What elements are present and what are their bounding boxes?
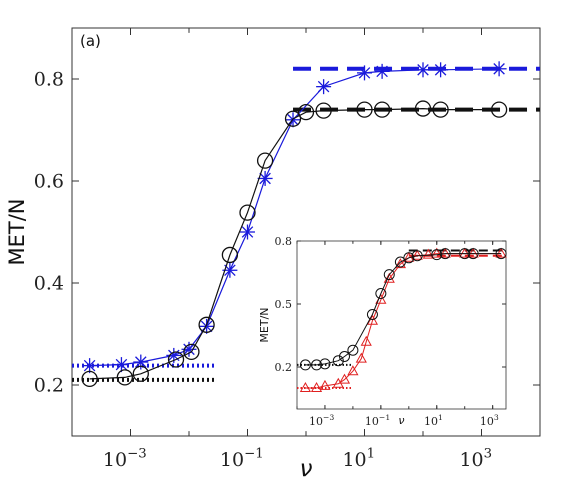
- main-point-circle: [116, 369, 133, 386]
- main-point-circle: [198, 316, 215, 333]
- inset-point-circle: [332, 355, 344, 367]
- main-y-axis-label: MET/N: [5, 199, 29, 266]
- main-point-asterisk: [199, 318, 215, 334]
- inset-point-triangle: [310, 381, 323, 392]
- main-xtick-label: 10−1: [220, 446, 264, 471]
- main-point-circle: [373, 101, 391, 118]
- main-point-asterisk: [491, 61, 507, 77]
- inset-point-circle: [439, 248, 451, 260]
- main-x-axis-label: ν: [300, 456, 313, 482]
- inset-point-triangle: [431, 247, 443, 258]
- inset-point-triangle: [360, 335, 372, 346]
- inset-point-triangle: [495, 247, 507, 258]
- inset-point-circle: [347, 344, 359, 356]
- inset-point-circle: [319, 358, 331, 370]
- inset-point-triangle: [366, 314, 379, 325]
- inset-point-circle: [431, 249, 443, 261]
- main-point-asterisk: [433, 62, 449, 78]
- main-point-asterisk: [82, 358, 98, 374]
- main-ytick-label: 0.8: [34, 69, 64, 91]
- inset-point-circle: [311, 359, 323, 371]
- inset-xtick-label: 101: [424, 413, 443, 428]
- main-ytick-label: 0.2: [34, 375, 64, 397]
- main-ytick-label: 0.4: [34, 273, 64, 295]
- main-point-circle: [297, 104, 315, 121]
- inset-ytick-label: 0.8: [275, 235, 293, 248]
- inset-point-triangle: [338, 373, 351, 384]
- inset-point-circle: [495, 248, 507, 260]
- inset-x-axis-label: ν: [398, 414, 404, 427]
- main-point-asterisk: [240, 224, 255, 240]
- inset-panel: 0.2 0.5 0.8 10−3 10−1 101 103 ν MET/N: [258, 235, 507, 428]
- main-point-circle: [356, 101, 373, 118]
- main-point-circle: [490, 101, 508, 118]
- inset-ytick-label: 0.5: [275, 298, 293, 311]
- main-point-circle: [284, 110, 302, 127]
- inset-point-triangle: [439, 247, 451, 258]
- main-xtick-label: 103: [459, 446, 492, 471]
- main-panel-label: (a): [80, 32, 101, 50]
- main-point-asterisk: [357, 65, 372, 81]
- main-point-asterisk: [113, 357, 129, 373]
- inset-point-triangle: [355, 352, 367, 363]
- main-point-circle: [132, 365, 149, 382]
- main-ytick-label: 0.6: [34, 171, 64, 193]
- main-point-circle: [432, 101, 449, 118]
- inset-point-circle: [411, 250, 423, 262]
- main-point-circle: [221, 246, 239, 264]
- inset-axes-frame: [296, 240, 507, 410]
- inset-point-circle: [299, 359, 311, 371]
- main-point-circle: [167, 351, 185, 368]
- main-xtick-label: 10−3: [103, 446, 147, 471]
- inset-point-circle: [459, 248, 471, 260]
- main-point-circle: [256, 152, 274, 169]
- main-point-circle: [414, 100, 432, 117]
- inset-xtick-label: 103: [480, 413, 499, 428]
- inset-point-triangle: [347, 365, 359, 376]
- main-point-asterisk: [415, 62, 431, 78]
- inset-point-circle: [383, 269, 395, 281]
- main-point-asterisk: [257, 170, 273, 186]
- main-point-asterisk: [316, 79, 332, 95]
- main-xtick-label: 101: [342, 446, 375, 471]
- inset-point-triangle: [459, 247, 471, 258]
- inset-point-triangle: [467, 247, 479, 258]
- inset-point-triangle: [299, 381, 312, 392]
- main-point-circle: [239, 204, 256, 221]
- main-series-line-0: [89, 68, 500, 367]
- main-point-asterisk: [133, 354, 149, 370]
- inset-point-circle: [467, 248, 479, 260]
- main-point-circle: [183, 343, 200, 361]
- inset-point-triangle: [383, 272, 395, 283]
- inset-point-circle: [375, 288, 387, 299]
- main-point-circle: [315, 102, 332, 119]
- inset-y-axis-label: MET/N: [258, 307, 271, 342]
- inset-point-circle: [403, 252, 415, 264]
- inset-xtick-label: 10−3: [309, 413, 334, 428]
- main-point-asterisk: [374, 63, 390, 79]
- inset-point-triangle: [411, 249, 423, 260]
- inset-point-triangle: [422, 248, 434, 259]
- inset-point-triangle: [319, 379, 331, 390]
- inset-ytick-label: 0.2: [275, 361, 293, 374]
- main-point-circle: [81, 370, 98, 388]
- inset-point-circle: [366, 309, 378, 320]
- inset-point-circle: [338, 351, 350, 362]
- inset-xtick-label: 10−1: [365, 413, 390, 428]
- inset-point-triangle: [394, 258, 406, 269]
- main-series-line-1: [89, 107, 500, 380]
